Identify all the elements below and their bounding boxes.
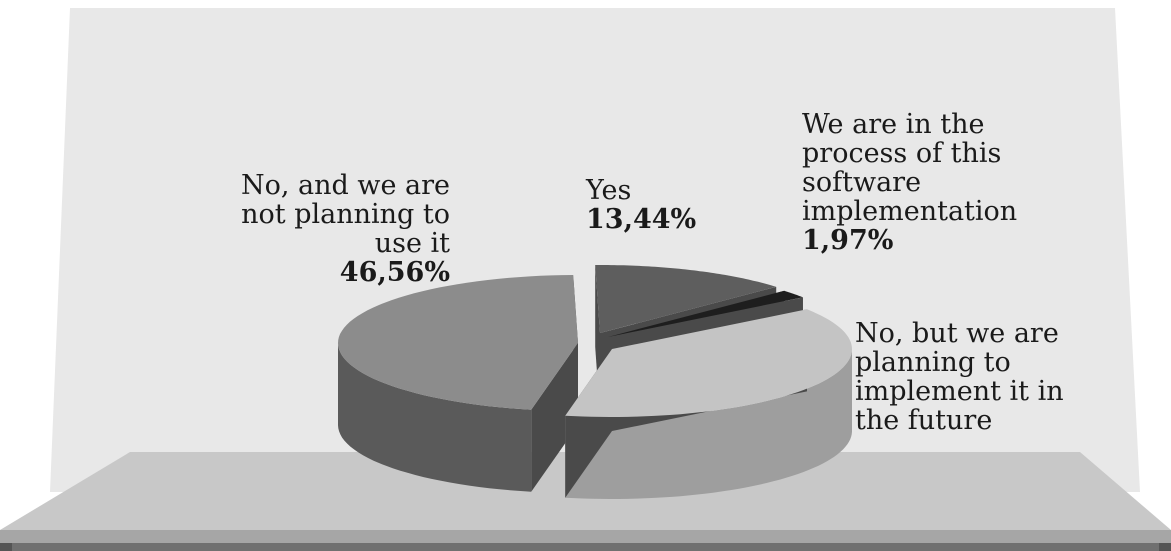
pie-slice-2	[565, 309, 852, 417]
backdrop-wall	[50, 8, 1140, 492]
slice-label-text: implementation	[802, 196, 1018, 227]
pie-slice-3	[338, 275, 578, 410]
backdrop-floor-corner-left	[0, 543, 12, 551]
slice-value-label: 46,56%	[339, 257, 450, 288]
slice-label-text: software	[802, 167, 922, 198]
slice-side-2	[565, 349, 852, 499]
backdrop-floor-corner-right	[1159, 543, 1171, 551]
backdrop-floor-edge	[0, 530, 1171, 543]
slice-label-text: use it	[374, 228, 450, 259]
slice-label-text: No, and we are	[240, 170, 450, 201]
slice-cut-3-0	[531, 343, 578, 492]
slice-label-yes: Yes 13,44%	[586, 176, 726, 234]
slice-value-label: 1,97%	[802, 225, 894, 256]
slice-label-text: not planning to	[241, 199, 450, 230]
slice-label-text: process of this	[802, 138, 1002, 169]
backdrop-floor-shadow	[0, 543, 1171, 551]
slice-label-text: planning to	[855, 347, 1011, 378]
slice-side-3	[338, 343, 532, 492]
slice-value-label: 13,44%	[586, 204, 697, 235]
slice-label-in-process: We are in the process of this software impl…	[802, 110, 1052, 255]
pie-slice-1	[608, 290, 803, 337]
slice-label-text: the future	[855, 405, 993, 436]
slice-label-planning: No, but we are planning to implement it in…	[855, 319, 1085, 435]
slice-label-not-planning: No, and we are not planning to use it 46,56…	[205, 171, 450, 287]
slice-label-text: Yes	[586, 175, 632, 206]
slice-label-text: We are in the	[802, 109, 985, 140]
slice-label-text: implement it in	[855, 376, 1064, 407]
pie-slice-0	[595, 265, 777, 333]
slice-label-text: No, but we are	[855, 318, 1059, 349]
